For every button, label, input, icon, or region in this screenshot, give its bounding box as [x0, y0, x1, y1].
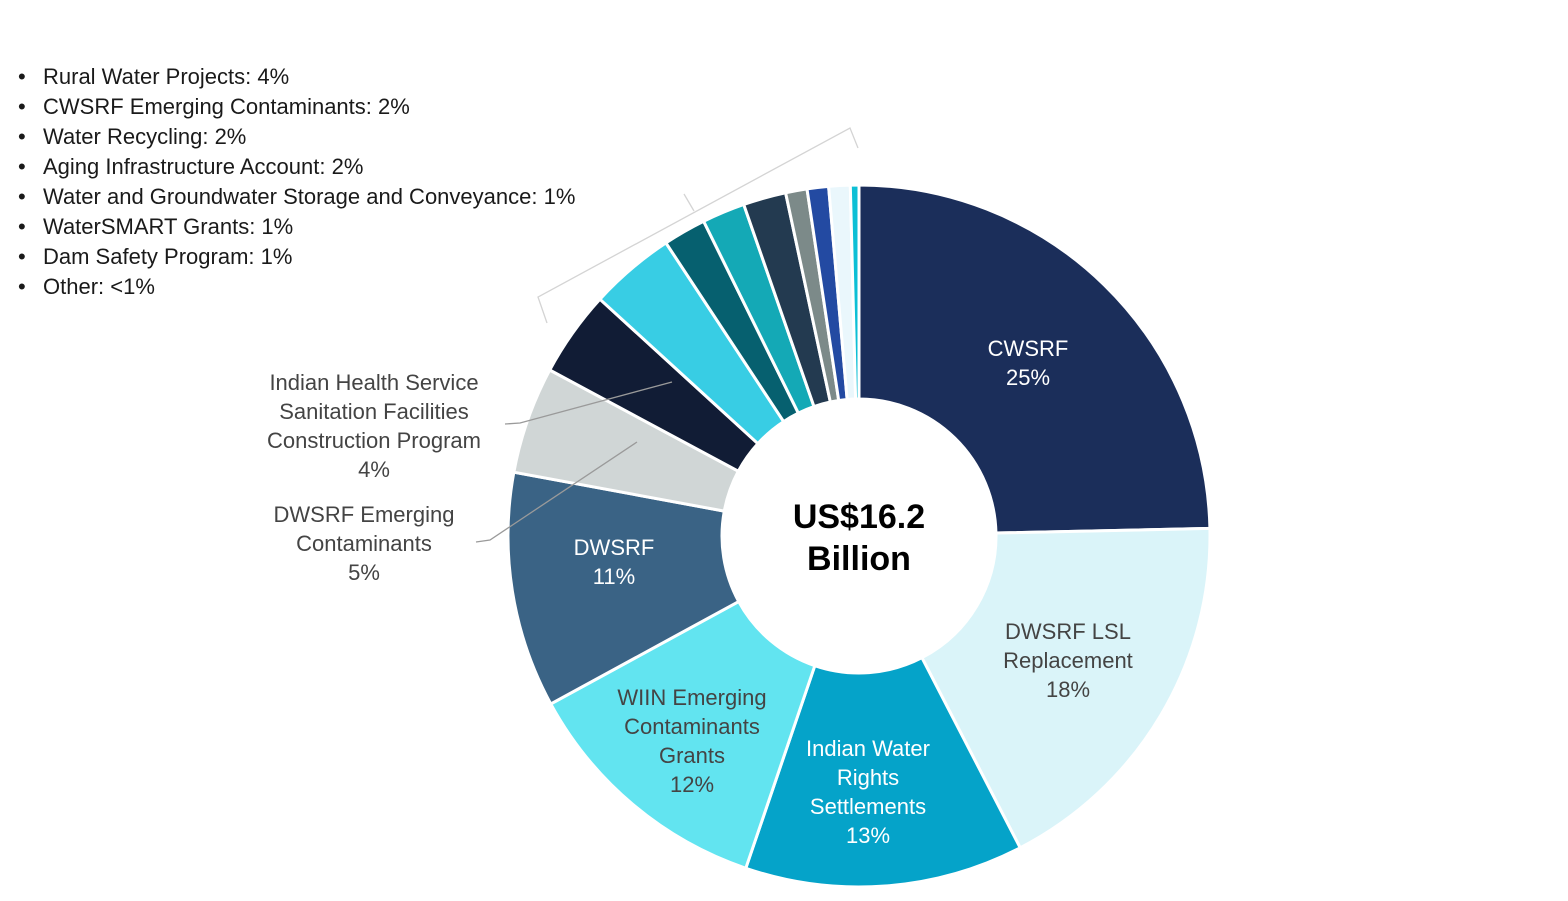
slice-name-label: Rights — [837, 765, 899, 790]
slice-name-label: DWSRF LSL — [1005, 619, 1131, 644]
slice-value-label: 18% — [1046, 677, 1090, 702]
list-item: • Dam Safety Program: 1% — [18, 244, 293, 269]
center-label-line-1: US$16.2 — [793, 498, 925, 536]
pie-slice — [857, 183, 1212, 535]
pie-slice — [506, 470, 741, 706]
slice-name-label: Settlements — [810, 794, 926, 819]
slice-name-label: Contaminants — [624, 714, 760, 739]
small-slices-bracket — [537, 127, 859, 324]
list-item: • WaterSMART Grants: 1% — [18, 214, 294, 239]
slice-value-label: 4% — [358, 457, 390, 482]
list-item: • Other: <1% — [18, 274, 155, 299]
slice-name-label: Construction Program — [267, 428, 481, 453]
list-item: • Water Recycling: 2% — [18, 124, 247, 149]
leader-line — [504, 381, 673, 425]
leader-lines — [475, 127, 859, 543]
slice-name-label: Contaminants — [296, 531, 432, 556]
list-item: • Rural Water Projects: 4% — [18, 64, 290, 89]
slice-name-label: DWSRF — [574, 535, 655, 560]
slice-name-label: CWSRF — [988, 336, 1069, 361]
pie-slice — [919, 526, 1212, 850]
pie-slice — [743, 655, 1023, 889]
slice-name-label: Replacement — [1003, 648, 1133, 673]
slice-name-label: Indian Health Service — [269, 370, 478, 395]
list-item: • Water and Groundwater Storage and Conve… — [18, 184, 576, 209]
slice-labels: CWSRF 25% DWSRF LSL Replacement 18% Indian Wa… — [267, 336, 1133, 848]
slice-value-label: 5% — [348, 560, 380, 585]
list-item: • Aging Infrastructure Account: 2% — [18, 154, 364, 179]
center-label-line-2: Billion — [807, 540, 911, 578]
pie-slice — [848, 183, 861, 401]
slice-name-label: Sanitation Facilities — [279, 399, 469, 424]
leader-line — [475, 441, 638, 543]
slice-name-label: DWSRF Emerging — [274, 502, 455, 527]
slice-value-label: 12% — [670, 772, 714, 797]
small-slices-list: • Rural Water Projects: 4% • CWSRF Emergin… — [18, 62, 575, 302]
slice-value-label: 13% — [846, 823, 890, 848]
slice-value-label: 11% — [593, 564, 635, 589]
slice-name-label: Indian Water — [806, 736, 930, 761]
slice-value-label: 25% — [1006, 365, 1050, 390]
slice-name-label: WIIN Emerging — [617, 685, 766, 710]
slice-name-label: Grants — [659, 743, 725, 768]
list-item: • CWSRF Emerging Contaminants: 2% — [18, 94, 410, 119]
slices-group — [506, 183, 1212, 889]
